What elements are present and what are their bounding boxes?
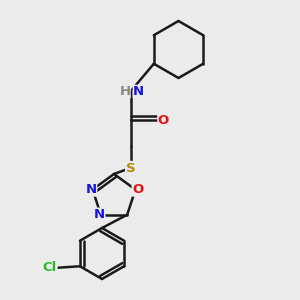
Text: H: H (119, 85, 130, 98)
Text: N: N (94, 208, 105, 221)
Text: S: S (126, 161, 135, 175)
Text: N: N (85, 183, 97, 196)
Text: O: O (158, 113, 169, 127)
Text: O: O (132, 183, 143, 196)
Text: Cl: Cl (43, 261, 57, 274)
Text: N: N (133, 85, 144, 98)
